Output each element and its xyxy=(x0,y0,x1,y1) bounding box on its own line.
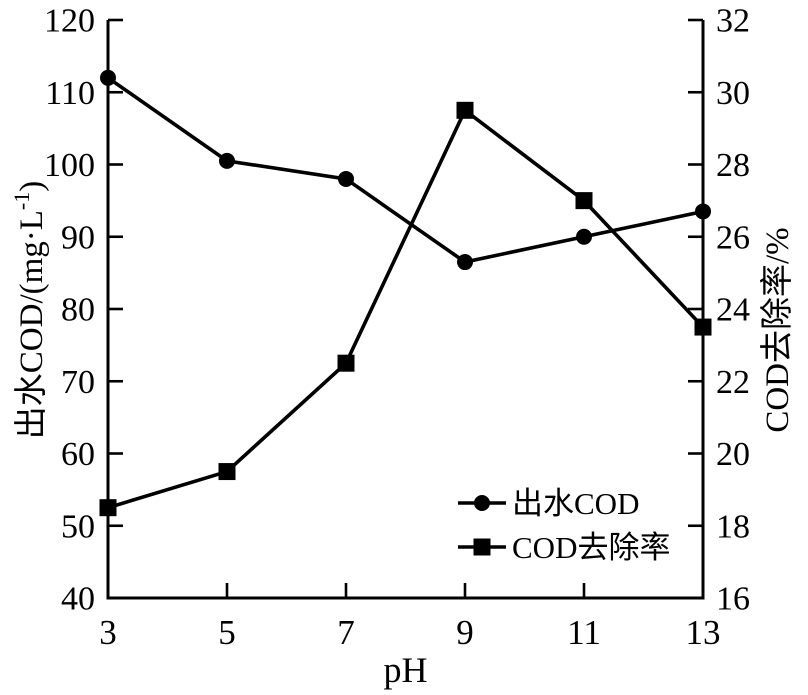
right-axis-tick-label: 30 xyxy=(716,75,750,112)
left-axis-tick-label: 80 xyxy=(61,292,95,329)
circle-marker-icon xyxy=(576,228,592,245)
legend: 出水COD COD去除率 xyxy=(458,486,670,565)
circle-marker-icon xyxy=(219,152,235,169)
circle-marker-icon xyxy=(474,495,490,511)
x-axis-title: pH xyxy=(384,650,428,690)
series-cod-removal xyxy=(99,101,712,517)
right-axis-title: COD去除率/% xyxy=(759,227,796,432)
left-axis-tick-label: 110 xyxy=(45,75,95,112)
square-marker-icon xyxy=(218,463,236,481)
legend-label: COD去除率 xyxy=(512,530,670,565)
square-marker-icon xyxy=(473,538,491,556)
right-axis-tick-label: 28 xyxy=(716,147,750,184)
right-axis-tick-label: 22 xyxy=(716,364,750,401)
left-axis-tick-label: 120 xyxy=(44,3,95,40)
right-axis-tick-label: 18 xyxy=(716,508,750,545)
series-line xyxy=(107,107,705,510)
x-axis-tick-label: 5 xyxy=(218,613,236,652)
circle-marker-icon xyxy=(457,254,473,271)
right-axis-tick-label: 24 xyxy=(716,292,750,329)
right-axis-tick-label: 16 xyxy=(716,581,750,618)
circle-marker-icon xyxy=(695,203,711,220)
square-marker-icon xyxy=(694,318,712,336)
square-marker-icon xyxy=(99,499,117,517)
legend-item: COD去除率 xyxy=(458,530,670,565)
left-axis-tick-label: 90 xyxy=(61,219,95,256)
left-axis-tick-label: 60 xyxy=(61,436,95,473)
legend-label: 出水COD xyxy=(512,486,639,521)
x-axis-tick-label: 3 xyxy=(99,613,117,652)
left-axis-tick-label: 70 xyxy=(61,364,95,401)
right-axis-tick-label: 32 xyxy=(716,3,750,40)
left-axis-tick-label: 100 xyxy=(44,147,95,184)
left-axis-title: 出水COD/(mg·L-1) xyxy=(9,181,50,439)
right-axis-tick-label: 20 xyxy=(716,436,750,473)
series-effluent-cod xyxy=(100,69,711,271)
x-axis-tick-label: 11 xyxy=(567,613,601,652)
square-marker-icon xyxy=(456,101,474,119)
circle-marker-icon xyxy=(338,170,354,187)
right-axis-tick-label: 26 xyxy=(716,219,750,256)
left-axis-tick-label: 40 xyxy=(61,581,95,618)
square-marker-icon xyxy=(575,192,593,210)
x-axis-tick-label: 13 xyxy=(686,613,721,652)
x-axis-tick-label: 9 xyxy=(456,613,474,652)
circle-marker-icon xyxy=(100,69,116,86)
series-line xyxy=(106,76,704,264)
left-axis-tick-label: 50 xyxy=(61,508,95,545)
square-marker-icon xyxy=(337,354,355,372)
legend-item: 出水COD xyxy=(458,486,639,521)
x-axis-tick-label: 7 xyxy=(337,613,355,652)
